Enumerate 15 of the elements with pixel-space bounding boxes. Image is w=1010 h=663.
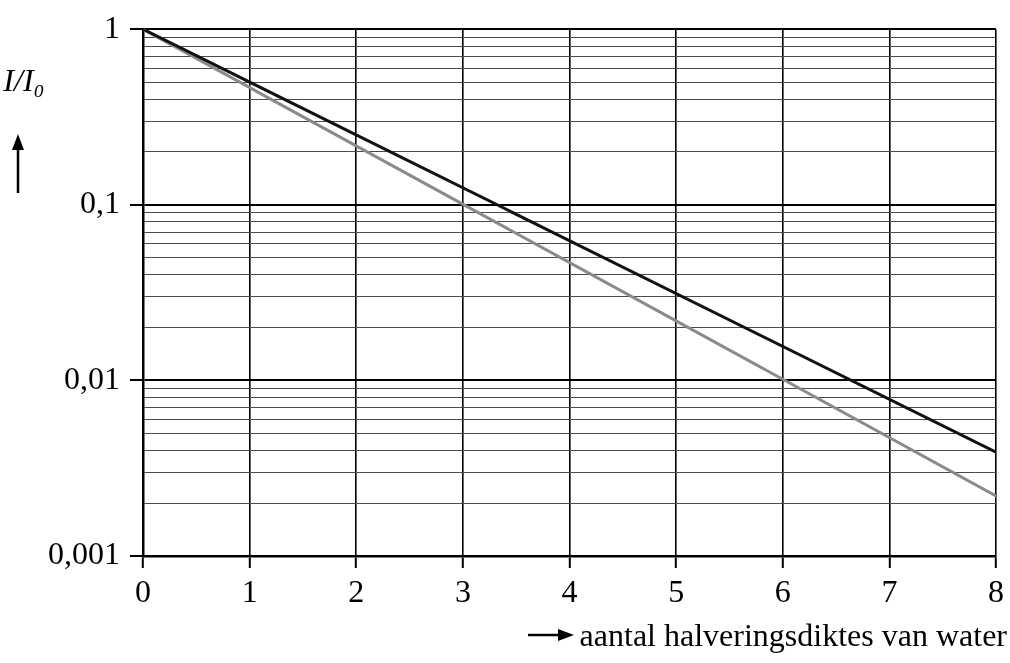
x-tick-label: 5: [668, 572, 685, 609]
x-axis-title: aantal halveringsdiktes van water: [579, 616, 1007, 654]
y-tick-label: 0,01: [64, 359, 120, 396]
x-tick-label: 4: [561, 572, 578, 609]
y-tick-label: 0,001: [48, 535, 120, 572]
y-axis-title: I/I₀: [2, 62, 46, 98]
x-tick-label: 6: [774, 572, 791, 609]
y-tick-label: 1: [104, 8, 120, 45]
x-tick-label: 1: [241, 572, 258, 609]
x-tick-label: 2: [348, 572, 365, 609]
x-tick-label: 7: [881, 572, 898, 609]
x-tick-label: 8: [988, 572, 1004, 609]
y-tick-label: 0,1: [80, 184, 120, 221]
x-tick-label: 3: [454, 572, 471, 609]
x-tick-label: 0: [135, 572, 151, 609]
